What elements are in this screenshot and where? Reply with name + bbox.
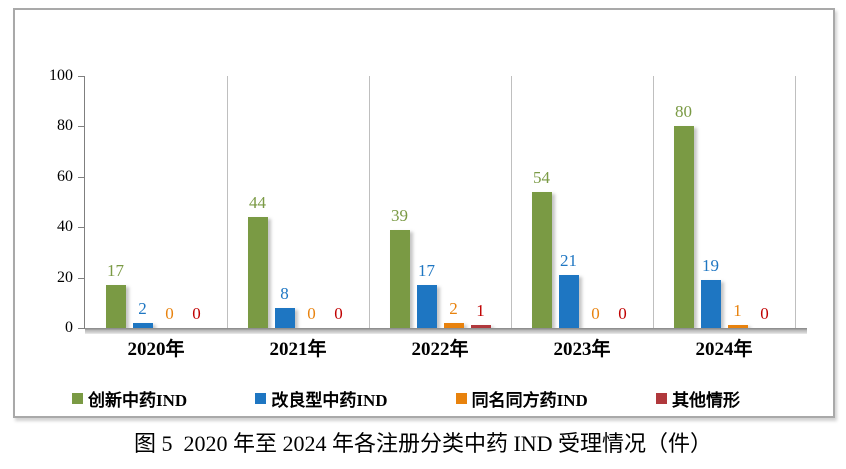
- bar-group-cell: 19: [700, 256, 721, 328]
- legend-item-same-name: 同名同方药IND: [455, 386, 588, 411]
- y-axis-tick: [78, 328, 85, 329]
- legend-item-improved: 改良型中药IND: [255, 386, 388, 411]
- chart-frame: [13, 8, 835, 418]
- category-separator-line: [795, 76, 796, 328]
- legend-label: 同名同方药IND: [471, 391, 588, 410]
- bar-value-label: 0: [591, 304, 600, 323]
- bar: [105, 285, 126, 328]
- y-axis-tick: [78, 227, 85, 229]
- bar-value-label: 0: [165, 304, 174, 323]
- bar-group-cell: 80: [673, 102, 694, 328]
- bar: [443, 323, 464, 328]
- bar: [274, 308, 295, 328]
- y-axis-line: [84, 76, 85, 329]
- bar: [727, 325, 748, 328]
- y-axis-tick: [78, 176, 85, 178]
- bar-value-label: 21: [560, 251, 577, 270]
- category-label: 2023年: [553, 339, 611, 360]
- bar-value-label: 44: [249, 193, 266, 212]
- bar-value-label: 0: [307, 304, 316, 323]
- category-separator-line: [369, 76, 370, 328]
- bar-value-label: 0: [334, 304, 343, 323]
- bar: [132, 323, 153, 328]
- legend: 创新中药IND 改良型中药IND 同名同方药IND 其他情形: [72, 386, 740, 411]
- bar: [470, 325, 491, 328]
- bar-value-label: 1: [476, 301, 485, 320]
- bar-value-label: 0: [760, 304, 769, 323]
- category-label: 2020年: [127, 339, 185, 360]
- bar-group-cell: 8: [274, 284, 295, 328]
- legend-item-innovative: 创新中药IND: [72, 386, 187, 411]
- category-label: 2021年: [269, 339, 327, 360]
- bar-group-cell: 44: [247, 193, 268, 328]
- category-panel: 54 21 0 0: [511, 76, 653, 328]
- y-axis-label: 20: [57, 268, 73, 286]
- category-panel: 80 19 1 0: [653, 76, 795, 328]
- bar-group-cell: 2: [443, 299, 464, 328]
- bar-group-cell: 0: [755, 305, 775, 328]
- bar: [247, 217, 268, 328]
- legend-label: 其他情形: [671, 391, 740, 410]
- bar-value-label: 39: [391, 206, 408, 225]
- bar: [700, 280, 721, 328]
- bar-value-label: 0: [618, 304, 627, 323]
- category-separator-line: [511, 76, 512, 328]
- bar: [389, 230, 410, 328]
- bar-group-cell: 1: [470, 301, 491, 328]
- legend-label: 改良型中药IND: [271, 391, 388, 410]
- bar: [416, 285, 437, 328]
- plot-area: 0 20 40 60 80 100 17 2 0 0 44 8 0 0 39 17 2 1 54 21 0 0 80 19 1 0: [49, 67, 796, 336]
- y-axis-label: 60: [57, 167, 73, 185]
- bar-value-label: 2: [449, 299, 458, 318]
- bar: [673, 126, 694, 328]
- bar-group-cell: 0: [187, 305, 207, 328]
- category-separator-line: [653, 76, 654, 328]
- x-axis-baseline: [85, 328, 807, 334]
- legend-label: 创新中药IND: [88, 391, 188, 410]
- bar-group-cell: 17: [105, 261, 126, 328]
- legend-swatch-red: [655, 393, 667, 404]
- bar-group-cell: 54: [531, 168, 552, 328]
- category-separator-line: [227, 76, 228, 328]
- y-axis-tick: [78, 277, 85, 279]
- bar-group-cell: 0: [329, 305, 349, 328]
- bar-group-cell: 0: [160, 305, 180, 328]
- bar-value-label: 1: [733, 301, 742, 320]
- bar-group-cell: 2: [132, 299, 153, 328]
- bar-value-label: 0: [192, 304, 201, 323]
- bar-group-cell: 21: [558, 251, 579, 328]
- bar: [558, 275, 579, 328]
- legend-swatch-orange: [455, 393, 467, 404]
- bar-group-cell: 39: [389, 206, 410, 328]
- bar-group-cell: 0: [613, 305, 633, 328]
- bar-value-label: 80: [675, 102, 692, 121]
- y-axis-label: 80: [57, 117, 73, 135]
- figure-caption: 图 5 2020 年至 2024 年各注册分类中药 IND 受理情况（件）: [133, 431, 713, 456]
- y-axis-label: 0: [65, 319, 73, 336]
- y-axis-tick: [78, 76, 85, 77]
- legend-swatch-green: [72, 393, 83, 404]
- bar-value-label: 54: [533, 168, 550, 187]
- legend-item-other: 其他情形: [655, 386, 740, 411]
- bar-group-cell: 17: [416, 261, 437, 328]
- category-label: 2024年: [695, 339, 753, 360]
- bar-group-cell: 1: [727, 301, 748, 328]
- bar-value-label: 17: [418, 261, 435, 280]
- bar-group-cell: 0: [302, 305, 322, 328]
- y-axis-label: 40: [57, 218, 73, 236]
- category-label: 2022年: [411, 339, 469, 360]
- bar-value-label: 2: [138, 299, 147, 318]
- category-panel: 17 2 0 0: [85, 76, 227, 328]
- bar-group-cell: 0: [586, 305, 606, 328]
- bar-value-label: 19: [702, 256, 719, 275]
- category-panel: 39 17 2 1: [369, 76, 511, 328]
- bar-value-label: 17: [107, 261, 124, 280]
- legend-swatch-blue: [255, 393, 267, 404]
- y-axis-label: 100: [49, 67, 73, 84]
- category-panel: 44 8 0 0: [227, 76, 369, 328]
- bar: [531, 192, 552, 328]
- bar-value-label: 8: [280, 284, 289, 303]
- y-axis-tick: [78, 126, 85, 128]
